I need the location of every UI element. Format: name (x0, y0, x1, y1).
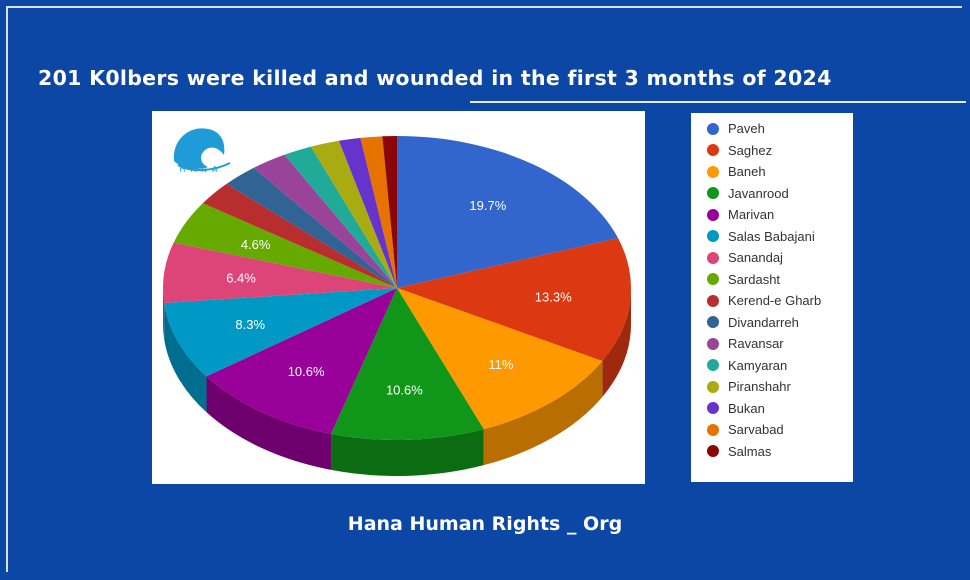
legend-label: Salmas (728, 443, 772, 459)
legend-swatch (707, 423, 719, 436)
pie-side-saghez (602, 288, 631, 397)
legend-item: Ravansar (691, 333, 853, 355)
page-frame (6, 6, 962, 572)
pie-side-javanrood (331, 429, 484, 477)
chart-panel: 19.7% 13.3% 11% 10.6% 10.6% 8.3% 6.4% 4.6% HANA (152, 111, 645, 484)
legend-label: Salas Babajani (728, 228, 815, 244)
pie-slice-javanrood[interactable] (331, 288, 484, 441)
pie-slice-marivan[interactable] (206, 288, 397, 434)
legend-swatch (707, 122, 719, 135)
hana-logo-icon (173, 128, 231, 171)
legend-item: Kamyaran (691, 355, 853, 377)
legend-swatch (707, 208, 719, 221)
legend-label: Kamyaran (728, 357, 788, 373)
legend-item: Javanrood (691, 183, 853, 205)
legend-label: Marivan (728, 207, 775, 223)
legend-item: Divandarreh (691, 312, 853, 334)
legend-item: Marivan (691, 204, 853, 226)
legend-label: Sanandaj (728, 250, 783, 266)
pie-side-sanandaj (163, 288, 165, 340)
legend-item: Saghez (691, 140, 853, 162)
pie-slice-ravansar[interactable] (253, 154, 397, 288)
legend-item: Baneh (691, 161, 853, 183)
pie-slice-salas-babajani[interactable] (164, 288, 397, 377)
pie-slice-sarvabad[interactable] (360, 136, 397, 288)
pie-slice-kerend-e-gharb[interactable] (202, 183, 397, 288)
legend-label: Divandarreh (728, 314, 799, 330)
pie-data-label: 10.6% (386, 383, 423, 398)
pie-slice-paveh[interactable] (397, 136, 619, 288)
legend-label: Piranshahr (728, 379, 791, 395)
pie-side-marivan (206, 376, 332, 470)
legend-swatch (707, 316, 719, 329)
title-underline (470, 101, 966, 103)
pie-slice-sanandaj[interactable] (163, 242, 397, 304)
pie-slice-sardasht[interactable] (173, 203, 397, 288)
pie-slice-saghez[interactable] (397, 238, 631, 361)
pie-data-label: 4.6% (241, 237, 271, 252)
pie-sides (163, 288, 631, 477)
legend-label: Bukan (728, 400, 765, 416)
pie-slice-piranshahr[interactable] (310, 140, 397, 288)
pie-side-salas-babajani (164, 303, 207, 413)
pie-data-label: 8.3% (235, 317, 265, 332)
chart-title: 201 K0lbers were killed and wounded in t… (38, 66, 832, 90)
pie-data-label: 10.6% (288, 364, 325, 379)
pie-data-label: 13.3% (535, 289, 572, 304)
legend-item: Kerend-e Gharb (691, 290, 853, 312)
legend-swatch (707, 230, 719, 243)
legend-label: Baneh (728, 164, 766, 180)
legend-swatch (707, 144, 719, 157)
legend-label: Sarvabad (728, 422, 784, 438)
legend-label: Sardasht (728, 271, 781, 287)
legend-label: Saghez (728, 142, 773, 158)
legend-label: Paveh (728, 121, 765, 137)
legend: Paveh Saghez Baneh Javanrood Marivan Salas Ba… (691, 113, 853, 482)
pie-data-label: 6.4% (226, 271, 256, 286)
legend-item: Bukan (691, 398, 853, 420)
footer-text: Hana Human Rights _ Org (347, 513, 623, 535)
pie-slice-divandarreh[interactable] (226, 167, 397, 288)
legend-swatch (707, 337, 719, 350)
legend-item: Sarvabad (691, 419, 853, 441)
legend-item: Salmas (691, 441, 853, 463)
legend-swatch (707, 402, 719, 415)
legend-swatch (707, 251, 719, 264)
legend-item: Sardasht (691, 269, 853, 291)
legend-swatch (707, 359, 719, 372)
pie-data-label: 11% (488, 357, 513, 372)
legend-swatch (707, 165, 719, 178)
legend-swatch (707, 445, 719, 458)
pie-labels: 19.7% 13.3% 11% 10.6% 10.6% 8.3% 6.4% 4.6% (226, 198, 572, 398)
legend-label: Ravansar (728, 336, 784, 352)
pie-top (163, 136, 631, 441)
legend-swatch (707, 380, 719, 393)
legend-item: Piranshahr (691, 376, 853, 398)
legend-item: Paveh (691, 118, 853, 140)
logo-text: HANA (179, 165, 223, 174)
pie-side-baneh (483, 360, 603, 466)
legend-label: Kerend-e Gharb (728, 293, 822, 309)
pie-data-label: 19.7% (469, 198, 506, 213)
legend-item: Sanandaj (691, 247, 853, 269)
legend-swatch (707, 294, 719, 307)
pie-slice-baneh[interactable] (397, 288, 603, 430)
legend-swatch (707, 187, 719, 200)
pie-chart: 19.7% 13.3% 11% 10.6% 10.6% 8.3% 6.4% 4.6% (163, 136, 631, 477)
pie-slice-bukan[interactable] (338, 137, 397, 288)
legend-item: Salas Babajani (691, 226, 853, 248)
legend-label: Javanrood (728, 185, 789, 201)
legend-swatch (707, 273, 719, 286)
pie-slice-kamyaran[interactable] (284, 146, 397, 288)
pie-slice-salmas[interactable] (382, 136, 397, 288)
